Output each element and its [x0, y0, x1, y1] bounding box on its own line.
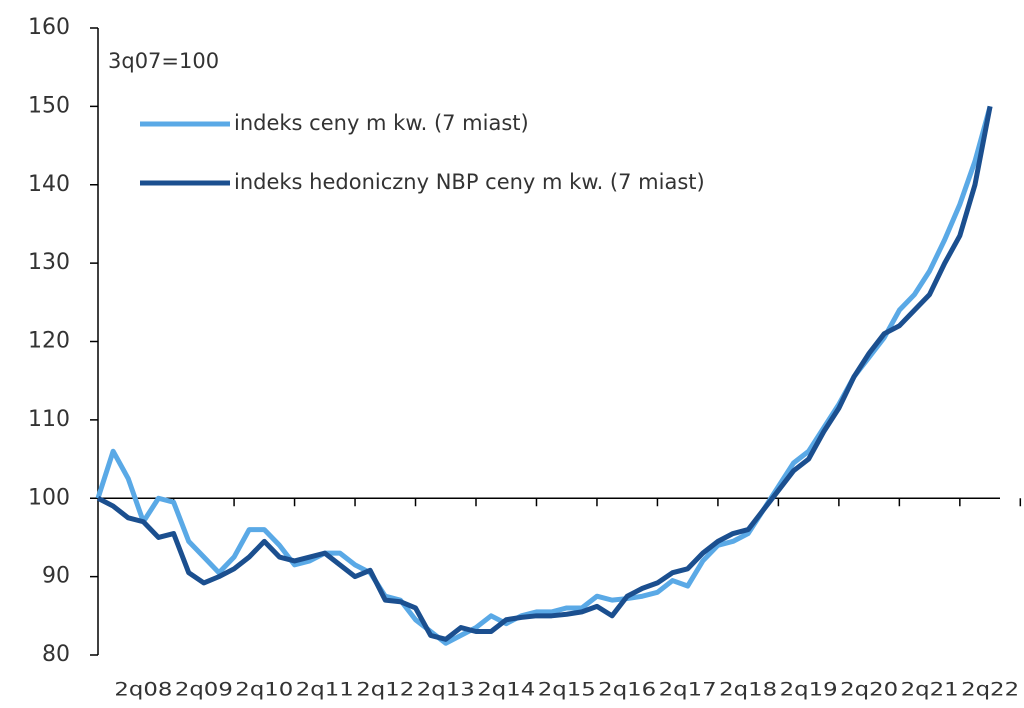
x-tick-label: 2q18 [719, 679, 777, 701]
x-tick-label: 2q16 [598, 679, 656, 701]
x-tick-label: 2q15 [538, 679, 596, 701]
y-tick-label: 130 [28, 250, 70, 275]
x-tick-label: 2q11 [296, 679, 354, 701]
y-tick-label: 80 [42, 642, 70, 667]
x-tick-label: 2q22 [961, 679, 1019, 701]
y-tick-label: 110 [28, 407, 70, 432]
x-tick-label: 2q12 [356, 679, 414, 701]
x-tick-label: 2q10 [235, 679, 293, 701]
annotation: 3q07=100 [108, 49, 219, 73]
series-line [96, 105, 993, 642]
x-tick-label: 2q14 [477, 679, 535, 701]
x-tick-label: 2q20 [840, 679, 898, 701]
x-tick-label: 2q17 [659, 679, 717, 701]
legend-label: indeks ceny m kw. (7 miast) [234, 111, 529, 135]
legend-label: indeks hedoniczny NBP ceny m kw. (7 mias… [234, 170, 705, 194]
y-tick-label: 100 [28, 485, 70, 510]
y-tick-label: 160 [28, 15, 70, 40]
y-tick-label: 90 [42, 564, 70, 589]
x-tick-label: 2q09 [175, 679, 233, 701]
y-tick-label: 150 [28, 93, 70, 118]
x-tick-label: 2q21 [901, 679, 959, 701]
y-tick-label: 120 [28, 329, 70, 354]
y-tick-label: 140 [28, 172, 70, 197]
x-tick-label: 2q08 [114, 679, 172, 701]
x-tick-label: 2q13 [417, 679, 475, 701]
x-tick-label: 2q19 [780, 679, 838, 701]
